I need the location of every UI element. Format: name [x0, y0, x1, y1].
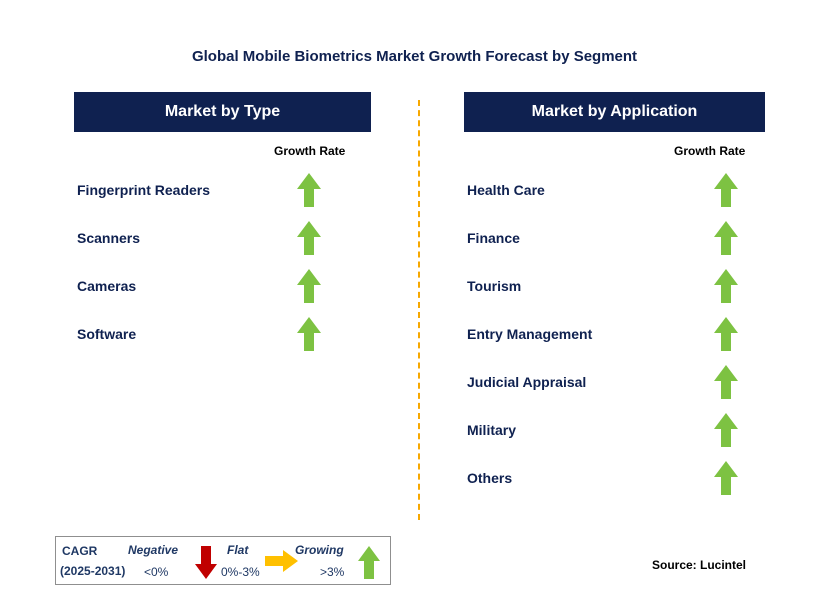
growth-arrow-icon	[714, 269, 738, 303]
growth-arrow-icon	[297, 221, 321, 255]
legend-period: (2025-2031)	[60, 564, 126, 578]
legend-flat-value: 0%-3%	[221, 565, 260, 579]
legend-flat-label: Flat	[227, 543, 249, 557]
type-segment-label: Scanners	[77, 230, 141, 246]
legend-cagr-label: CAGR	[62, 544, 98, 558]
legend-negative-label: Negative	[128, 543, 179, 557]
legend-growing-label: Growing	[295, 543, 344, 557]
growth-arrow-icon	[714, 461, 738, 495]
source-note: Source: Lucintel	[652, 558, 747, 572]
application-segment-label: Military	[467, 422, 517, 438]
application-header: Market by Application	[464, 92, 765, 132]
legend-negative-value: <0%	[144, 565, 169, 579]
application-segment-label: Judicial Appraisal	[467, 374, 587, 390]
type-segment-label: Cameras	[77, 278, 137, 294]
type-segment-label: Software	[77, 326, 137, 342]
growth-arrow-icon	[297, 317, 321, 351]
growth-arrow-icon	[714, 221, 738, 255]
type-growth-rate-label: Growth Rate	[274, 144, 346, 158]
legend-growing-value: >3%	[320, 565, 345, 579]
growth-arrow-icon	[714, 413, 738, 447]
negative-arrow-icon	[195, 546, 217, 579]
growing-arrow-icon	[358, 546, 380, 579]
growth-arrow-icon	[714, 365, 738, 399]
application-segment-label: Health Care	[467, 182, 545, 198]
type-header: Market by Type	[74, 92, 371, 132]
flat-arrow-icon	[265, 550, 298, 572]
application-segment-label: Others	[467, 470, 513, 486]
application-segment-label: Entry Management	[467, 326, 593, 342]
type-segment-label: Fingerprint Readers	[77, 182, 211, 198]
growth-arrow-icon	[714, 173, 738, 207]
chart-title: Global Mobile Biometrics Market Growth F…	[191, 48, 638, 65]
cagr-legend: CAGR (2025-2031) Negative <0% Flat 0%-3%…	[55, 536, 391, 585]
application-growth-rate-label: Growth Rate	[674, 144, 746, 158]
application-segment-label: Tourism	[467, 278, 522, 294]
growth-arrow-icon	[297, 269, 321, 303]
growth-arrow-icon	[297, 173, 321, 207]
application-segment-label: Finance	[467, 230, 520, 246]
growth-arrow-icon	[714, 317, 738, 351]
panel-divider	[418, 100, 420, 520]
